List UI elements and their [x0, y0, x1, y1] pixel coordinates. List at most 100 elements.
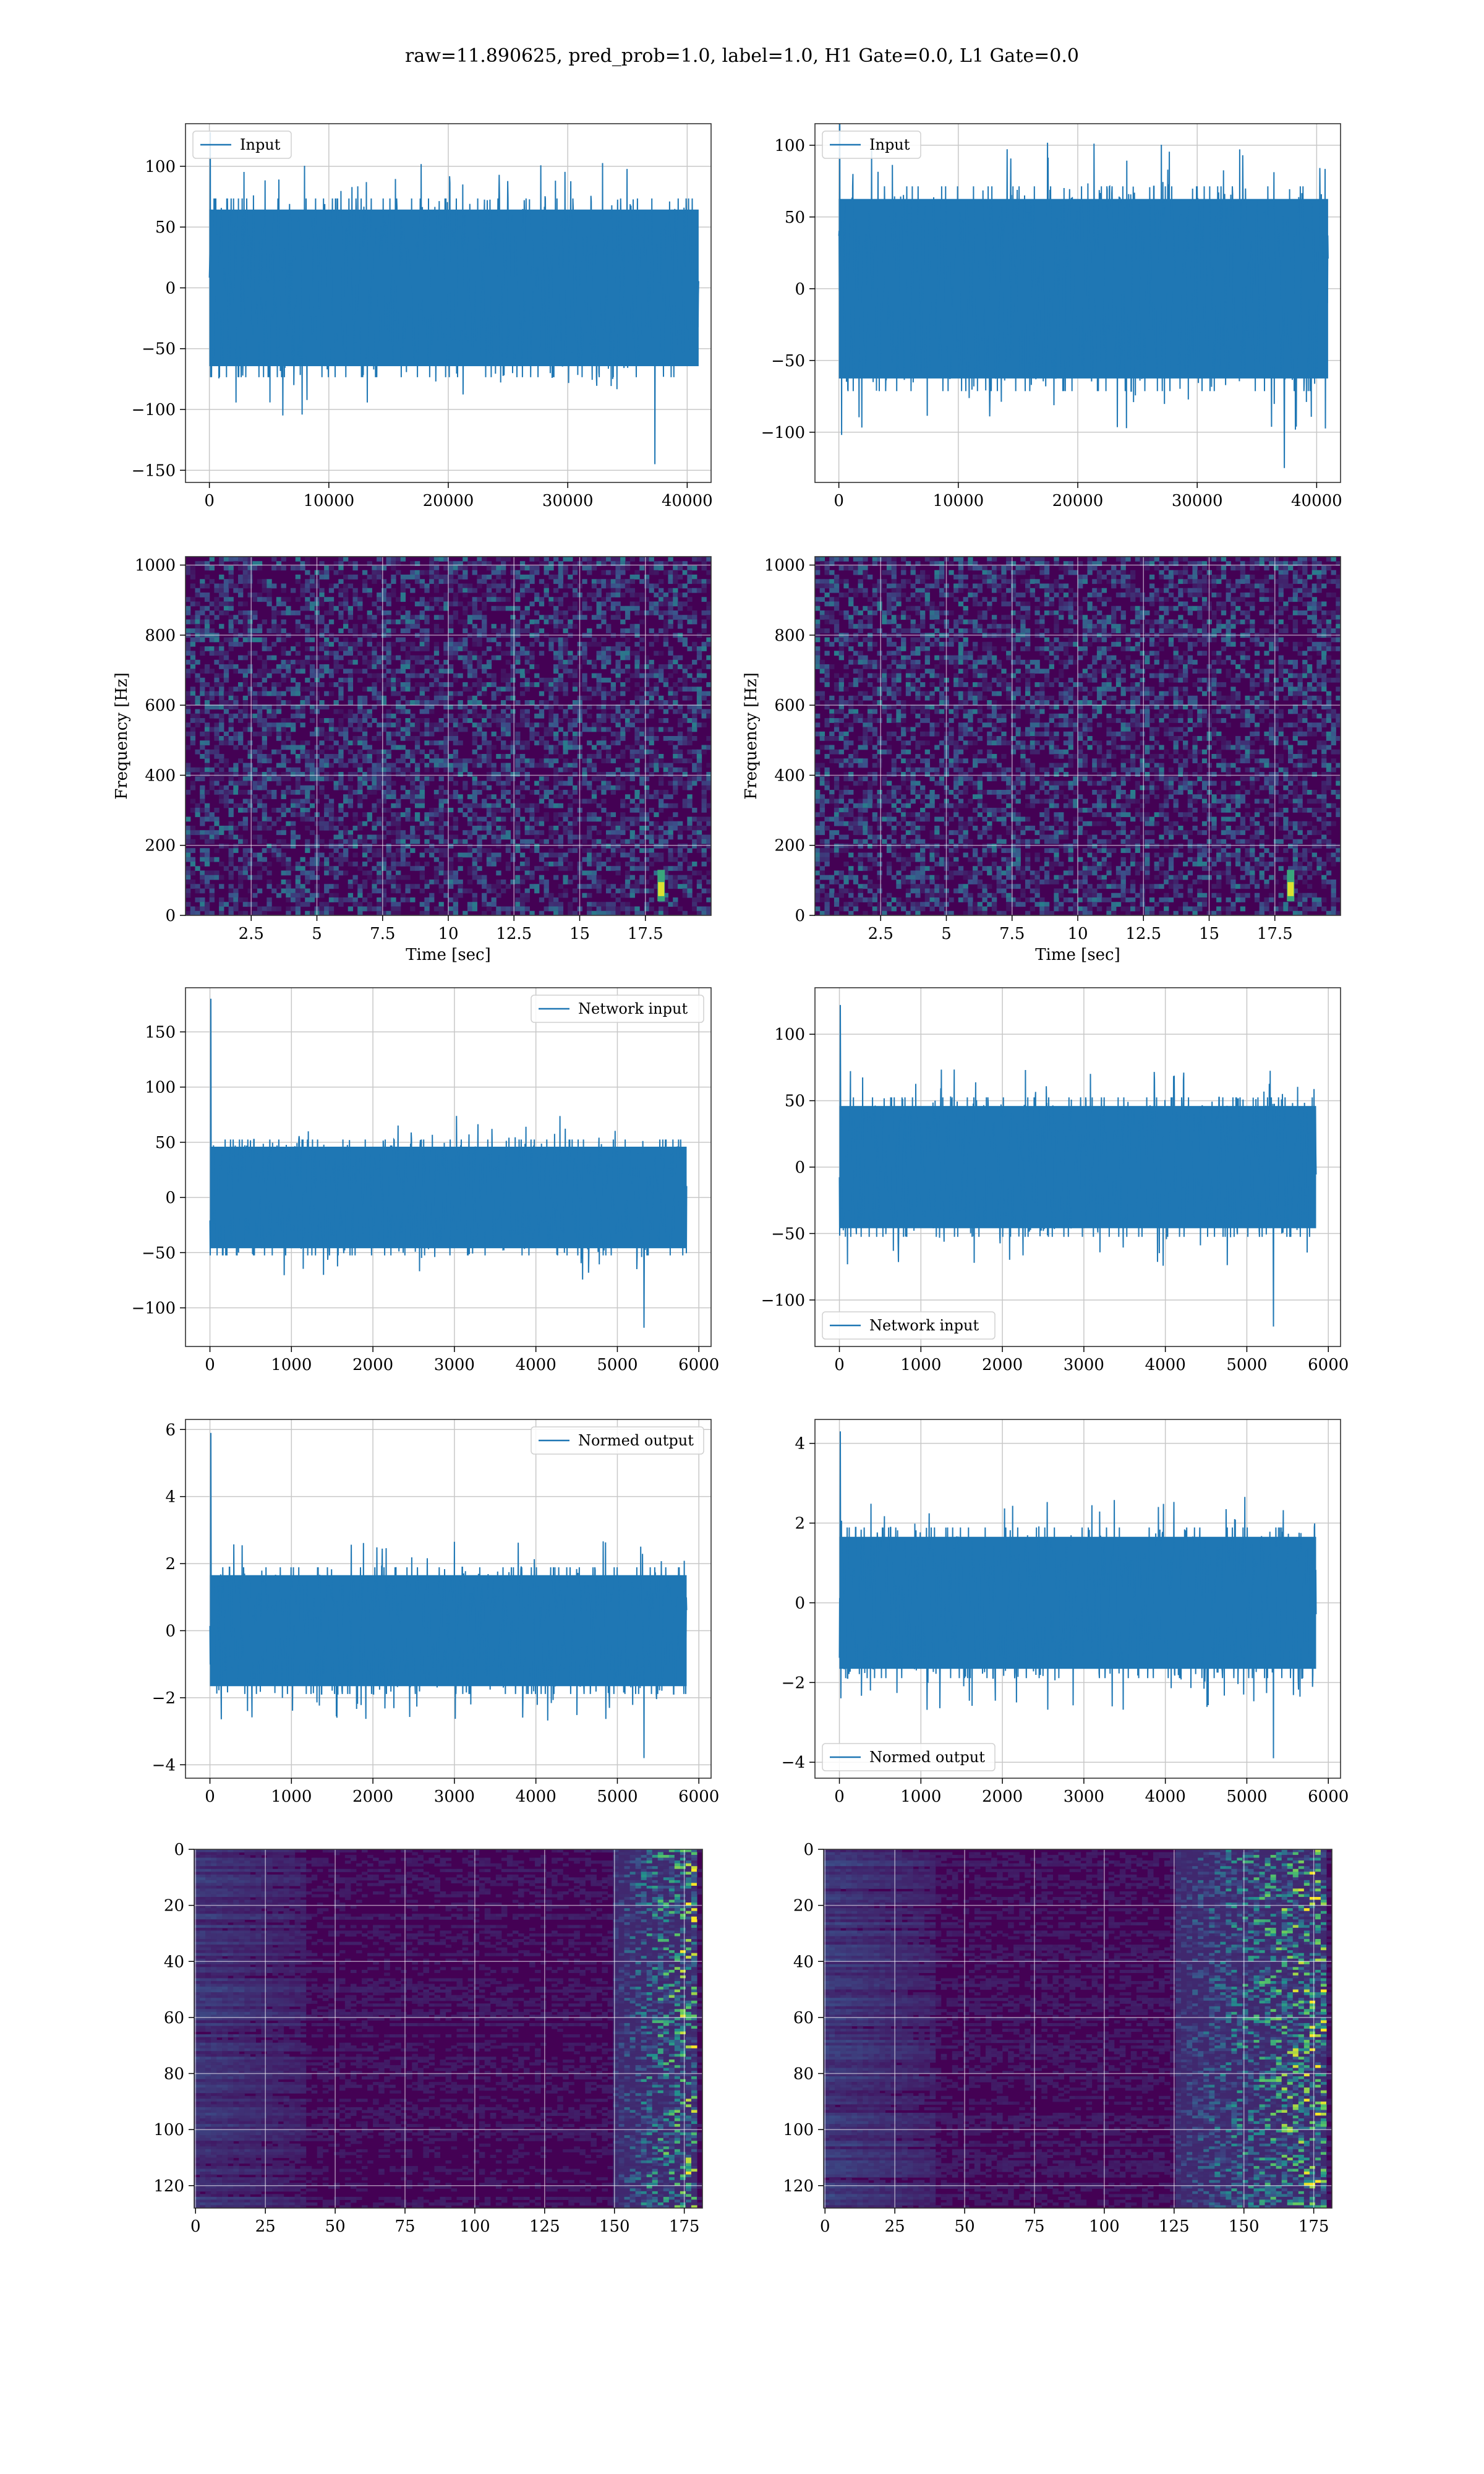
y-tick-label: 120: [783, 2177, 814, 2196]
x-tick-label: 4000: [516, 1356, 556, 1374]
y-tick-label: 120: [153, 2177, 184, 2196]
x-tick-label: 25: [255, 2217, 276, 2236]
y-tick-label: 0: [165, 1622, 176, 1640]
x-tick-label: 0: [204, 492, 215, 510]
x-tick-label: 150: [1229, 2217, 1260, 2236]
axes-frame: [823, 1849, 1333, 2209]
legend-label: Input: [240, 136, 281, 153]
y-tick-label: 100: [774, 1025, 805, 1044]
x-tick-label: 7.5: [370, 925, 395, 943]
panel-r1c2: Input 0 10000 20000 30000 40000 −100 −50 0 50 100: [761, 123, 1342, 510]
x-tick-label: 2000: [352, 1356, 393, 1374]
x-tick-label: 2000: [352, 1787, 393, 1806]
x-tick-label: 10: [1067, 925, 1088, 943]
x-tick-label: 15: [1199, 925, 1219, 943]
panel-r2c1: 2.5 5 7.5 10 12.5 15 17.5 0 200 400 600 800 1000 Time…: [113, 556, 712, 964]
x-axis-label: Time [sec]: [1035, 946, 1120, 964]
x-tick-label: 0: [190, 2217, 201, 2236]
y-tick-label: 0: [795, 1158, 805, 1177]
y-tick-label: −2: [152, 1689, 176, 1708]
y-tick-label: 1000: [135, 557, 176, 575]
y-tick-label: 80: [164, 2065, 184, 2084]
y-tick-label: 600: [774, 696, 805, 715]
y-tick-label: 0: [174, 1841, 184, 1859]
y-tick-label: −50: [142, 1244, 176, 1262]
y-tick-label: 100: [774, 137, 805, 155]
x-tick-label: 17.5: [628, 925, 663, 943]
y-tick-label: 0: [803, 1841, 814, 1859]
legend: Input: [192, 131, 292, 159]
x-tick-label: 100: [459, 2217, 490, 2236]
y-axis-label: Frequency [Hz]: [113, 672, 131, 800]
y-tick-label: 100: [783, 2121, 814, 2139]
y-axis-label: Frequency [Hz]: [742, 672, 761, 800]
x-tick-label: 0: [205, 1787, 215, 1806]
x-tick-label: 17.5: [1257, 925, 1293, 943]
x-tick-label: 10000: [932, 492, 984, 510]
x-tick-label: 40000: [1291, 492, 1342, 510]
x-tick-label: 3000: [434, 1356, 475, 1374]
x-tick-label: 5000: [1226, 1787, 1267, 1806]
signal-line: [838, 124, 1329, 468]
y-tick-label: −100: [132, 1299, 176, 1318]
y-tick-label: 60: [164, 2009, 184, 2027]
x-tick-label: 2000: [982, 1787, 1023, 1806]
legend: Normed output: [822, 1743, 996, 1771]
y-tick-label: −100: [761, 424, 805, 442]
x-tick-label: 4000: [1145, 1787, 1186, 1806]
y-tick-label: 20: [164, 1897, 184, 1915]
panel-r5c1: 0 25 50 75 100 125 150 175 0 20 40 60 80 100 120: [153, 1841, 703, 2236]
y-tick-label: 50: [785, 1092, 805, 1111]
x-tick-label: 1000: [900, 1787, 941, 1806]
y-tick-label: 6: [165, 1421, 176, 1439]
x-tick-label: 2.5: [868, 925, 893, 943]
y-tick-label: −100: [132, 401, 176, 419]
y-tick-label: 40: [164, 1953, 184, 1971]
y-tick-label: −150: [132, 461, 176, 480]
legend-label: Network input: [578, 1000, 688, 1017]
x-tick-label: 1000: [900, 1356, 941, 1374]
y-tick-label: 0: [795, 907, 805, 925]
x-tick-label: 175: [1298, 2217, 1329, 2236]
axes-frame: [814, 1419, 1341, 1779]
y-tick-label: 0: [795, 280, 805, 299]
y-tick-label: 80: [793, 2065, 814, 2084]
x-tick-label: 175: [669, 2217, 700, 2236]
y-tick-label: 50: [155, 218, 176, 237]
y-tick-label: −50: [771, 352, 805, 370]
y-tick-label: 2: [165, 1555, 176, 1573]
x-tick-label: 3000: [434, 1787, 475, 1806]
x-tick-label: 6000: [1308, 1356, 1349, 1374]
y-tick-label: 150: [145, 1023, 176, 1042]
x-tick-label: 5: [312, 925, 322, 943]
x-tick-label: 20000: [1052, 492, 1104, 510]
y-tick-label: 100: [153, 2121, 184, 2139]
x-tick-label: 100: [1089, 2217, 1120, 2236]
x-tick-label: 75: [1024, 2217, 1044, 2236]
y-tick-label: −50: [142, 340, 176, 359]
x-tick-label: 6000: [1308, 1787, 1349, 1806]
legend: Normed output: [531, 1426, 704, 1455]
x-tick-label: 25: [885, 2217, 905, 2236]
x-tick-label: 10000: [303, 492, 354, 510]
x-tick-label: 12.5: [1125, 925, 1161, 943]
axes-frame: [185, 987, 712, 1347]
x-tick-label: 0: [834, 1787, 845, 1806]
x-tick-label: 1000: [271, 1787, 312, 1806]
x-axis-label: Time [sec]: [406, 946, 491, 964]
x-tick-label: 2000: [982, 1356, 1023, 1374]
x-tick-label: 40000: [662, 492, 713, 510]
legend: Network input: [531, 995, 704, 1023]
x-tick-label: 1000: [271, 1356, 312, 1374]
y-tick-label: 1000: [764, 557, 805, 575]
y-tick-label: 60: [793, 2009, 814, 2027]
x-tick-label: 50: [955, 2217, 975, 2236]
panel-r4c2: Normed output 0 1000 2000 3000 4000 5000 6000 −4…: [782, 1419, 1349, 1806]
x-tick-label: 5000: [597, 1787, 638, 1806]
x-tick-label: 5000: [1226, 1356, 1267, 1374]
x-tick-label: 3000: [1064, 1356, 1104, 1374]
panel-r5c2: 0 25 50 75 100 125 150 175 0 20 40 60 80 100 120: [783, 1841, 1333, 2236]
